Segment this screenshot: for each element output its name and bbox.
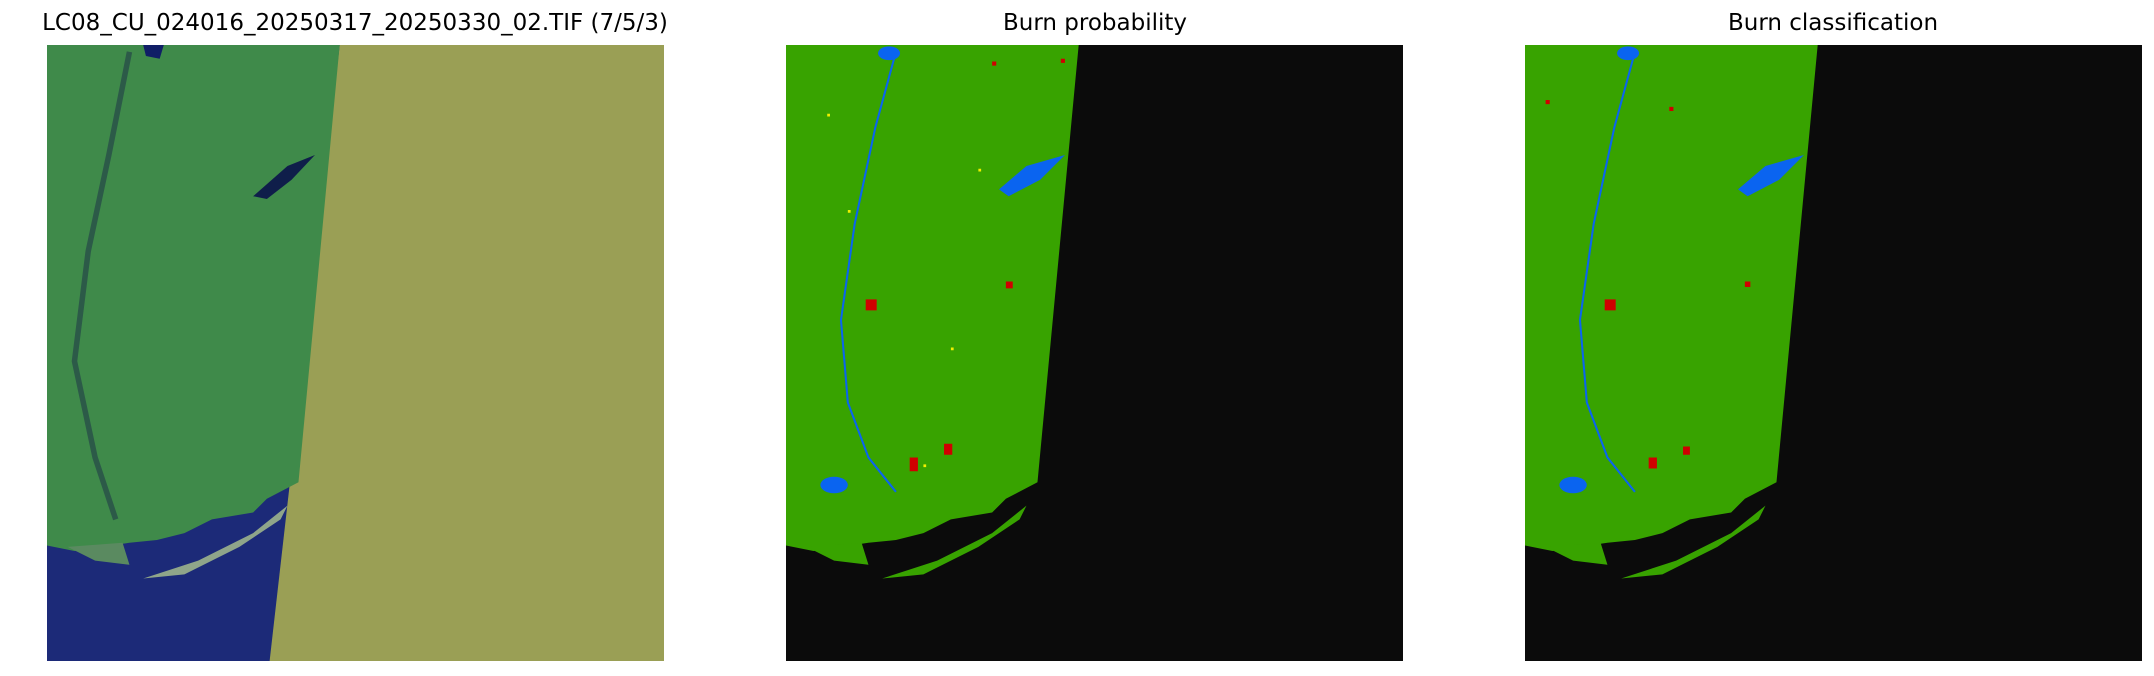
water-river <box>1578 51 1636 493</box>
burned-pixels <box>865 58 1065 472</box>
land-area <box>47 45 340 551</box>
island <box>806 542 869 565</box>
probable-pixels <box>827 113 982 468</box>
water-lake <box>1559 476 1587 494</box>
composite-image <box>47 45 664 661</box>
island <box>67 542 130 565</box>
water-lake <box>820 476 848 494</box>
panel-title-classification: Burn classification <box>1727 10 1939 36</box>
water-lake <box>878 46 901 61</box>
island <box>1545 542 1608 565</box>
burn-classification-map <box>1525 45 2142 661</box>
burn-probability-map <box>786 45 1403 661</box>
water-lake <box>998 155 1065 197</box>
burned-pixels <box>1545 100 1751 469</box>
panel-title-probability: Burn probability <box>1002 10 1188 36</box>
lake <box>143 45 164 59</box>
panel-title-composite: LC08_CU_024016_20250317_20250330_02.TIF … <box>42 10 668 36</box>
water-river <box>839 51 897 493</box>
lake <box>253 155 315 199</box>
unburned-area <box>786 45 1079 551</box>
water-lake <box>1617 46 1640 61</box>
unburned-area <box>1525 45 1818 551</box>
river <box>71 51 133 521</box>
water-lake <box>1737 155 1804 197</box>
